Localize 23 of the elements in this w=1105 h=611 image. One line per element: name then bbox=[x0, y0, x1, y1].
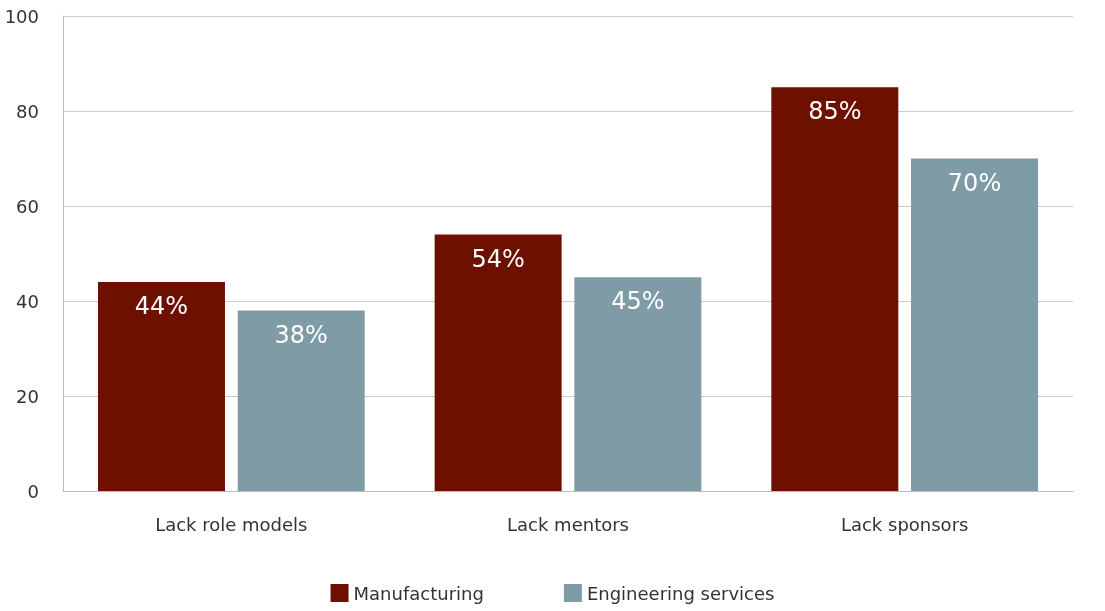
bar bbox=[771, 87, 899, 491]
x-tick-label: Lack role models bbox=[155, 513, 308, 535]
bar bbox=[911, 158, 1039, 491]
x-tick-label: Lack sponsors bbox=[840, 513, 969, 535]
data-label: 44% bbox=[134, 292, 189, 320]
y-tick-label: 100 bbox=[4, 5, 39, 27]
bar bbox=[237, 310, 365, 491]
data-label: 70% bbox=[947, 168, 1002, 197]
y-tick-label: 20 bbox=[16, 385, 39, 407]
data-label: 54% bbox=[471, 244, 525, 273]
data-label: 38% bbox=[274, 320, 328, 349]
bar bbox=[434, 234, 562, 491]
data-label: 85% bbox=[808, 97, 862, 126]
bar bbox=[97, 282, 225, 491]
legend-label: Manufacturing bbox=[353, 582, 484, 604]
x-tick-label: Lack mentors bbox=[507, 513, 629, 535]
legend-label: Engineering services bbox=[586, 582, 775, 604]
data-label: 45% bbox=[611, 287, 665, 316]
y-tick-label: 60 bbox=[16, 195, 39, 217]
y-tick-label: 0 bbox=[27, 480, 39, 502]
y-tick-label: 40 bbox=[16, 290, 39, 312]
y-tick-label: 80 bbox=[16, 100, 39, 122]
bar bbox=[574, 277, 702, 491]
